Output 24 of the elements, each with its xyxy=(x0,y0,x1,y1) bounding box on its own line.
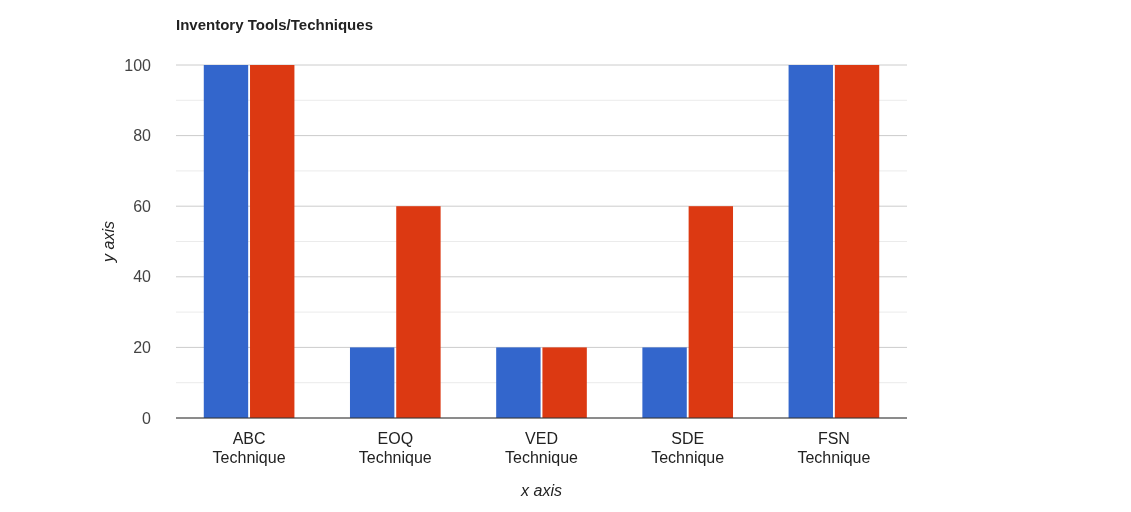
y-tick-label: 20 xyxy=(133,339,152,356)
y-tick-label: 0 xyxy=(142,409,152,427)
y-tick-label: 40 xyxy=(133,268,152,286)
y-axis-title: y axis xyxy=(100,221,117,263)
bar xyxy=(396,206,441,418)
bar xyxy=(834,65,880,418)
bar xyxy=(542,347,587,418)
bar xyxy=(642,347,687,418)
x-tick-label: EOQ Technique xyxy=(358,430,432,466)
x-axis-title: x axis xyxy=(520,482,562,499)
x-tick-label: ABC Technique xyxy=(212,430,286,466)
bar xyxy=(496,347,541,418)
bar xyxy=(349,347,395,418)
bar xyxy=(788,65,833,418)
bar xyxy=(203,65,249,418)
x-tick-label: SDE Technique xyxy=(651,430,725,466)
chart-title: Inventory Tools/Techniques xyxy=(176,16,373,33)
bar xyxy=(688,206,734,418)
y-tick-label: 100 xyxy=(124,56,152,74)
bar xyxy=(250,65,295,418)
x-tick-label: VED Technique xyxy=(505,430,579,466)
y-tick-label: 80 xyxy=(133,127,152,145)
x-tick-label: FSN Technique xyxy=(797,430,871,466)
y-tick-label: 60 xyxy=(133,197,152,215)
